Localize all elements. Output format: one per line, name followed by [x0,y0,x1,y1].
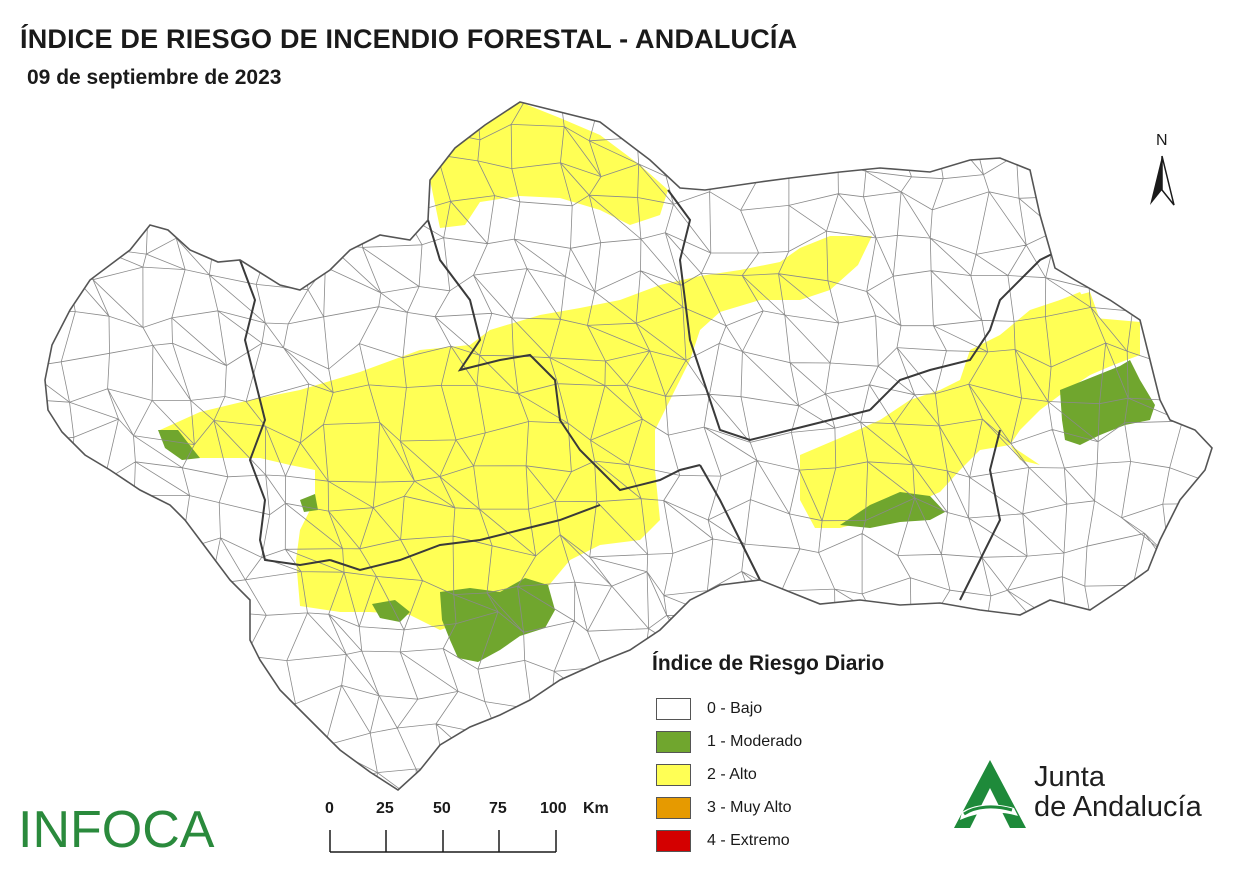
legend-item: 2 - Alto [650,758,884,791]
scale-bar: 0 25 50 75 100 Km [318,800,609,856]
map-title: ÍNDICE DE RIESGO DE INCENDIO FORESTAL - … [20,24,798,54]
legend-label: 1 - Moderado [707,732,803,750]
legend-item: 0 - Bajo [650,692,884,725]
scale-tick-label: 100 [540,800,567,817]
legend-item: 1 - Moderado [650,725,884,758]
scale-bar-lines [329,830,557,853]
legend-swatch-bajo [656,697,691,720]
north-arrow-icon [1150,155,1175,206]
scale-tick-label: 25 [376,800,394,817]
junta-andalucia-wordmark: Junta de Andalucía [1034,762,1202,822]
scale-tick-label: 0 [325,800,334,817]
risk-zones-moderado [158,360,1155,662]
legend-item: 4 - Extremo [650,824,884,857]
legend-label: 0 - Bajo [707,699,763,717]
legend-item: 3 - Muy Alto [650,791,884,824]
junta-line-2: de Andalucía [1034,791,1202,823]
scale-tick-label: 75 [489,800,507,817]
map-date: 09 de septiembre de 2023 [27,66,282,89]
infoca-logo: INFOCA [18,801,215,859]
legend-label: 2 - Alto [707,765,757,783]
legend-title: Índice de Riesgo Diario [652,652,885,675]
legend-label: 4 - Extremo [707,831,790,849]
scale-unit: Km [583,800,609,817]
junta-line-1: Junta [1034,761,1105,793]
legend-swatch-alto [656,763,691,786]
risk-zones-alto [160,102,1140,630]
legend: Índice de Riesgo Diario 0 - Bajo 1 - Mod… [650,652,884,857]
andalucia-outline [44,101,1213,792]
legend-swatch-extremo [656,829,691,852]
junta-andalucia-logo-icon [954,760,1026,828]
legend-label: 3 - Muy Alto [707,798,792,816]
north-label: N [1156,132,1168,149]
province-borders [239,189,1061,601]
scale-tick-label: 50 [433,800,451,817]
legend-swatch-moderado [656,730,691,753]
legend-swatch-muy-alto [656,796,691,819]
